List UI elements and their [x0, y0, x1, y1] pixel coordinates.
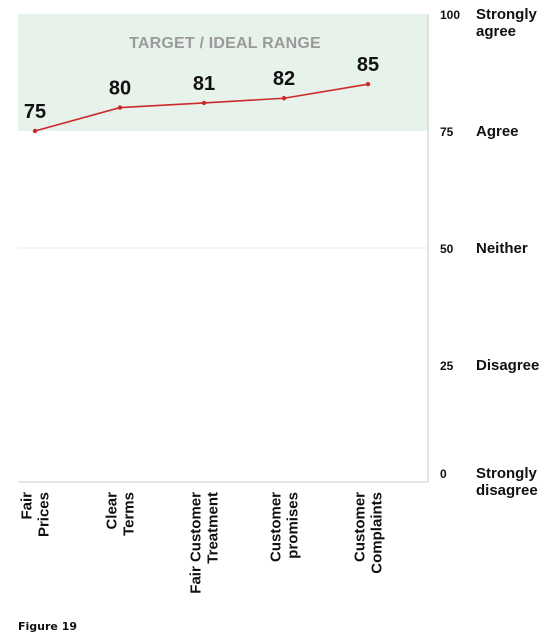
x-tick-label: CustomerComplaints	[352, 492, 386, 574]
y-tick-value: 25	[440, 359, 454, 373]
y-tick-label-line: agree	[476, 23, 516, 40]
data-label: 81	[193, 73, 215, 95]
data-label: 75	[24, 101, 46, 123]
data-point	[201, 100, 207, 106]
x-tick-label-line: Customer	[352, 492, 369, 562]
y-tick-label-line: Agree	[476, 123, 519, 140]
y-tick-label-line: disagree	[476, 482, 538, 499]
x-tick-label: ClearTerms	[104, 492, 138, 536]
x-tick-label-line: Terms	[121, 492, 138, 536]
data-point	[365, 82, 371, 87]
data-label: 82	[273, 68, 295, 90]
y-tick-label: Strongly agree	[476, 6, 537, 40]
figure-caption: Figure 19	[18, 620, 78, 633]
x-tick-label-line: Prices	[36, 492, 53, 537]
y-tick-value: 100	[440, 8, 460, 22]
y-tick-value: 75	[440, 125, 454, 139]
x-tick-label-line: Fair Customer	[188, 492, 205, 594]
y-tick-label-line: Neither	[476, 240, 528, 257]
data-point	[117, 105, 123, 110]
y-tick-label: Neither	[476, 240, 528, 257]
data-label: 80	[109, 78, 131, 100]
y-tick-label: Agree	[476, 123, 519, 140]
y-tick-label-line: Strongly	[476, 6, 537, 23]
y-tick-label: Disagree	[476, 357, 539, 374]
y-tick-label: Strongly disagree	[476, 465, 538, 499]
y-tick-label-line: Strongly	[476, 465, 537, 482]
x-tick-label-line: Complaints	[369, 492, 386, 574]
y-tick-value: 0	[440, 467, 447, 481]
target-band-label: TARGET / IDEAL RANGE	[129, 35, 321, 52]
target-band	[18, 14, 428, 131]
data-label: 85	[357, 54, 379, 76]
data-point	[281, 96, 287, 101]
data-point	[32, 128, 38, 134]
x-tick-label: Customerpromises	[268, 492, 302, 562]
x-tick-label-line: Customer	[268, 492, 285, 562]
x-tick-label: Fair CustomerTreatment	[188, 492, 222, 594]
y-tick-value: 50	[440, 242, 454, 256]
x-tick-label-line: Treatment	[205, 492, 222, 564]
x-tick-label-line: Fair	[19, 492, 36, 520]
x-tick-label-line: Clear	[104, 492, 121, 530]
x-tick-label: FairPrices	[19, 492, 53, 537]
y-tick-label-line: Disagree	[476, 357, 539, 374]
x-tick-label-line: promises	[285, 492, 302, 559]
